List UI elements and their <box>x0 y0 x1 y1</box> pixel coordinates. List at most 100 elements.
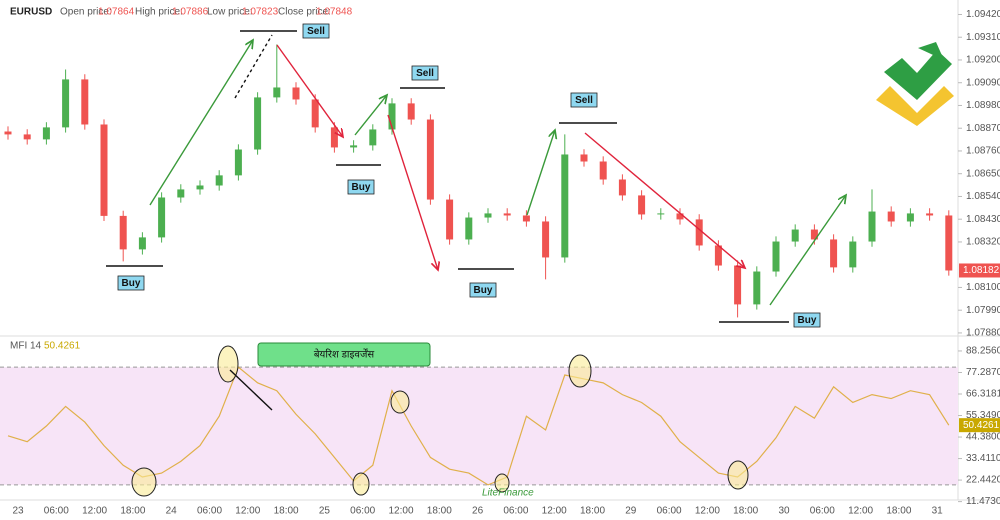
trend-arrow <box>387 114 438 270</box>
signal-label: Buy <box>798 315 817 326</box>
y-tick-label: 1.08100 <box>966 282 1000 293</box>
current-price-box <box>959 263 1000 278</box>
candle-body <box>484 213 492 218</box>
info-label: High price: <box>135 7 183 18</box>
mfi-tick-label: 22.4420 <box>966 475 1000 486</box>
candle-body <box>311 99 319 128</box>
info-label: Low price: <box>207 7 253 18</box>
candle-body <box>830 239 838 268</box>
y-tick-label: 1.09200 <box>966 55 1000 66</box>
info-label: Open price: <box>60 7 112 18</box>
highlight-circle <box>217 345 239 383</box>
x-tick-label: 18:00 <box>580 506 605 517</box>
candle-body <box>446 199 454 240</box>
candle-body <box>350 145 358 148</box>
current-mfi-label: 50.4261 <box>963 420 1000 431</box>
signal-box <box>302 23 330 39</box>
x-tick-label: 25 <box>319 506 331 517</box>
candle-body <box>177 189 185 198</box>
signal-label: Sell <box>416 68 434 79</box>
info-value: 1.07823 <box>242 7 279 18</box>
info-value: 1.07864 <box>98 7 135 18</box>
signal-label: Buy <box>122 278 141 289</box>
signal-label: Sell <box>575 95 593 106</box>
candle-body <box>42 127 50 140</box>
trend-arrow <box>526 130 555 216</box>
x-tick-label: 06:00 <box>197 506 222 517</box>
mfi-header-value: 50.4261 <box>44 341 81 352</box>
x-tick-label: 12:00 <box>848 506 873 517</box>
candle-body <box>23 134 31 140</box>
mfi-tick-label: 66.3181 <box>966 389 1000 400</box>
signal-box <box>570 92 598 108</box>
candle-body <box>753 271 761 305</box>
x-tick-label: 06:00 <box>810 506 835 517</box>
current-mfi-box <box>959 418 1000 433</box>
candle-body <box>868 211 876 242</box>
candle-body <box>542 221 550 258</box>
highlight-circle <box>494 473 510 493</box>
trend-arrow <box>584 132 745 268</box>
x-tick-label: 18:00 <box>886 506 911 517</box>
current-price-label: 1.08182 <box>963 265 1000 276</box>
info-label: Close price: <box>278 7 331 18</box>
candle-body <box>234 149 242 176</box>
x-tick-label: 12:00 <box>542 506 567 517</box>
candle-body <box>119 215 127 250</box>
y-tick-label: 1.09310 <box>966 32 1000 43</box>
signal-label: Buy <box>352 182 371 193</box>
x-tick-label: 12:00 <box>235 506 260 517</box>
candle-body <box>4 131 12 135</box>
candle-body <box>638 195 646 215</box>
x-tick-label: 12:00 <box>388 506 413 517</box>
highlight-circle <box>131 467 157 497</box>
candle-body <box>618 179 626 196</box>
x-tick-label: 06:00 <box>657 506 682 517</box>
x-tick-label: 12:00 <box>82 506 107 517</box>
candle-body <box>522 215 530 222</box>
y-tick-label: 1.08760 <box>966 146 1000 157</box>
candle-body <box>254 97 262 150</box>
x-tick-label: 18:00 <box>120 506 145 517</box>
info-value: 1.07886 <box>172 7 209 18</box>
candle-body <box>196 185 204 190</box>
mfi-tick-label: 11.4730 <box>966 496 1000 507</box>
divergence-box <box>257 342 431 367</box>
candle-body <box>388 103 396 130</box>
candle-body <box>62 79 70 128</box>
candle-body <box>791 229 799 242</box>
y-tick-label: 1.09420 <box>966 9 1000 20</box>
candle-body <box>273 87 281 98</box>
x-tick-label: 18:00 <box>427 506 452 517</box>
candle-body <box>676 213 684 220</box>
y-tick-label: 1.09090 <box>966 77 1000 88</box>
y-tick-label: 1.08320 <box>966 237 1000 248</box>
candle-body <box>426 119 434 200</box>
signal-box <box>469 282 497 298</box>
y-tick-label: 1.08980 <box>966 100 1000 111</box>
candle-body <box>734 265 742 305</box>
candle-body <box>849 241 857 268</box>
divergence-label: बेयरिश डाइवर्जेंस <box>314 349 375 361</box>
trend-arrow <box>149 40 253 206</box>
candle-body <box>330 127 338 148</box>
y-tick-label: 1.08870 <box>966 123 1000 134</box>
x-tick-label: 12:00 <box>695 506 720 517</box>
x-tick-label: 29 <box>625 506 637 517</box>
logo <box>876 42 954 126</box>
x-tick-label: 18:00 <box>733 506 758 517</box>
candle-body <box>465 217 473 240</box>
trend-arrow <box>354 95 387 136</box>
mfi-line <box>7 366 950 486</box>
candle-body <box>695 219 703 246</box>
candle-body <box>81 79 89 125</box>
candle-body <box>561 154 569 258</box>
candle-body <box>772 241 780 272</box>
x-tick-label: 30 <box>778 506 790 517</box>
signal-label: Sell <box>307 26 325 37</box>
mfi-tick-label: 77.2870 <box>966 367 1000 378</box>
candle-body <box>158 197 166 238</box>
candle-body <box>138 237 146 250</box>
trend-arrow <box>276 44 343 137</box>
signal-box <box>117 275 145 291</box>
